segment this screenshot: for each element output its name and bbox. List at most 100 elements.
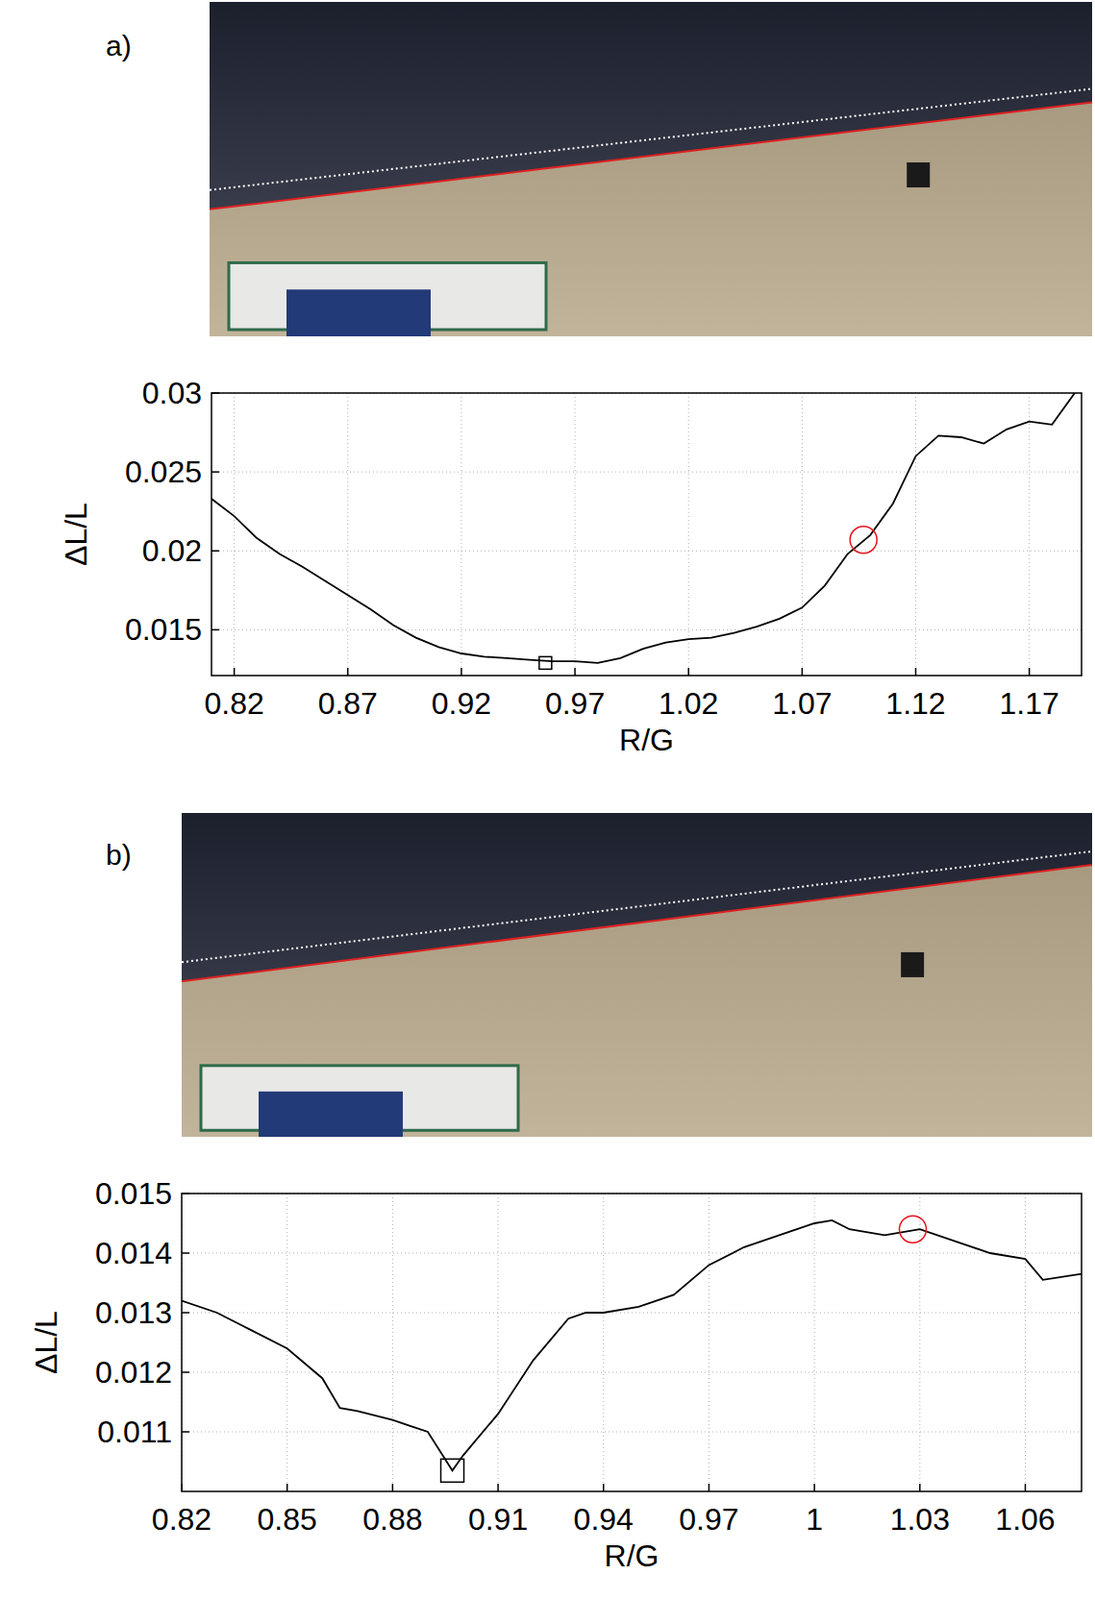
x-tick-label: 0.87 [318,686,378,722]
tick-mark [233,668,236,676]
grid-line [211,472,1082,473]
photo-beach [181,865,1093,1138]
grid-line [460,393,462,676]
shoreline-white [209,88,1093,190]
grid-line [181,1432,1082,1434]
y-tick-label: 0.02 [142,533,202,569]
photo-hut [900,952,924,978]
y-tick-label: 0.015 [95,1176,173,1212]
figure: 0.820.870.920.971.021.071.121.170.0150.0… [0,0,1095,1600]
plot-area [211,393,1082,676]
x-axis-title: R/G [604,1539,660,1574]
tick-mark [181,1312,190,1315]
photo-container [258,1092,403,1138]
photo-sea [181,813,1093,1138]
x-axis-title: R/G [619,722,674,758]
tick-mark [347,668,349,676]
tick-mark [573,668,576,676]
tick-mark [460,668,463,676]
y-tick-label: 0.025 [124,454,202,490]
y-axis-title: ΔL/L [58,502,94,567]
grid-line [708,1194,710,1493]
x-tick-label: 0.82 [151,1502,212,1538]
photo [181,813,1093,1138]
panel-label: b) [105,839,132,872]
tick-mark [211,549,220,552]
tick-mark [801,668,804,676]
y-tick-label: 0.012 [95,1355,173,1391]
tick-mark [211,629,220,632]
grid-line [814,1194,816,1493]
x-tick-label: 1.06 [995,1502,1055,1538]
x-tick-label: 1 [805,1502,823,1538]
grid-line [915,393,917,676]
y-tick-label: 0.014 [95,1236,173,1271]
x-tick-label: 0.82 [203,686,264,722]
plot-area [181,1194,1082,1493]
x-tick-label: 0.88 [362,1502,423,1538]
photo-beach [209,101,1093,337]
grid-line [1028,393,1030,676]
x-tick-label: 1.17 [999,686,1060,722]
tick-mark [813,1484,816,1493]
plot-frame [211,393,1082,676]
shoreline-white [181,851,1093,963]
data-line [211,393,1075,664]
tick-mark [181,1252,190,1255]
grid-line [347,393,349,676]
grid-line [688,393,690,676]
marker-square [539,656,552,670]
tick-mark [181,1371,190,1374]
photo [209,1,1093,337]
grid-line [392,1194,394,1493]
grid-line [286,1194,288,1493]
x-tick-label: 0.92 [431,686,492,722]
marker-square [441,1459,465,1483]
marker-circle [849,526,877,554]
chart: 0.82 0.85 0.88 0.91 0.94 0.97 1 1.03 1.06 0.011 0.… [28,839,1082,1574]
x-tick-label: 1.03 [890,1502,950,1538]
photo-sea [209,1,1093,337]
grid-line [211,629,1082,631]
grid-line [211,550,1082,552]
grid-line [233,393,235,676]
plot-frame [181,1194,1082,1493]
x-tick-label: 0.97 [678,1502,739,1538]
x-tick-label: 1.07 [771,686,832,722]
tick-mark [1028,668,1031,676]
tick-mark [286,1484,289,1493]
y-tick-label: 0.013 [95,1295,173,1331]
y-tick-label: 0.011 [97,1415,173,1450]
y-tick-label: 0.015 [124,612,202,648]
data-group [211,393,1075,670]
tick-mark [181,1431,190,1434]
x-tick-label: 0.85 [257,1502,318,1538]
grid-line [919,1194,921,1493]
tick-mark [708,1484,711,1493]
data-line [181,1220,1082,1471]
grid-line [801,393,803,676]
tick-mark [602,1484,605,1493]
x-tick-label: 0.94 [573,1502,634,1538]
tick-mark [915,668,918,676]
grid-line [602,1194,604,1493]
y-axis-title: ΔL/L [28,1311,64,1375]
grid-line [181,1313,1082,1315]
tick-mark [919,1484,921,1493]
tick-mark [497,1484,499,1493]
shoreline-red [209,101,1093,209]
marker-circle [899,1216,927,1244]
tick-mark [1024,1484,1027,1493]
photo-hut [906,162,930,188]
tick-mark [211,471,220,473]
data-group [181,1216,1082,1483]
shoreline-red [181,865,1093,982]
x-tick-label: 0.97 [545,686,605,722]
x-tick-label: 0.91 [468,1502,528,1538]
grid-line [497,1194,499,1493]
panel-label: a) [105,29,132,62]
y-tick-label: 0.03 [142,375,202,411]
photo-container [286,289,431,337]
tick-mark [687,668,690,676]
tick-mark [392,1484,395,1493]
